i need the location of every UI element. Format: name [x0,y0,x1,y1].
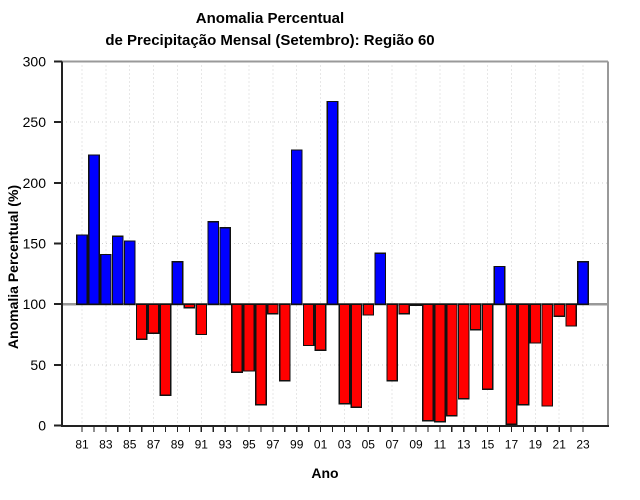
bar-15 [481,303,494,390]
x-tick-label: 07 [386,438,400,452]
bar-20 [541,303,554,407]
x-tick-label: 93 [218,438,232,452]
bar-85 [123,240,136,305]
x-tick-label: 97 [266,438,280,452]
chart-title-line1: Anomalia Percentual [195,10,345,27]
bar-17 [505,303,518,425]
bar-98 [278,303,291,382]
bar-94 [231,303,243,373]
x-axis-title: Ano [311,465,339,481]
x-tick-label: 95 [242,438,256,452]
bar-88 [159,303,172,396]
chart-title-line2: de Precipitação Mensal (Setembro): Regiã… [105,32,435,49]
x-tick-label: 05 [362,438,376,452]
bar-08 [398,303,410,315]
x-tick-label: 13 [457,438,471,452]
y-tick-label: 100 [23,296,47,312]
bar-99 [290,149,303,305]
bar-97 [267,303,279,315]
y-tick-label: 150 [23,236,47,252]
x-tick-label: 87 [147,438,161,452]
bar-87 [147,303,160,334]
bar-07 [386,303,399,382]
x-tick-label: 23 [576,438,590,452]
x-tick-label: 17 [505,438,519,452]
bar-19 [529,303,542,344]
bar-23 [577,261,589,305]
x-tick-label: 19 [529,438,543,452]
bar-06 [374,252,387,305]
bar-81 [76,234,88,305]
bar-21 [553,303,566,317]
y-tick-label: 50 [30,357,46,373]
x-tick-label: 89 [171,438,185,452]
y-tick-label: 0 [38,418,46,434]
chart-title: Anomalia Percentual de Precipitação Mens… [0,8,540,52]
bar-96 [255,303,267,406]
y-tick-label: 250 [23,114,47,130]
bar-92 [207,221,220,305]
bar-86 [135,303,148,341]
x-tick-label: 99 [290,438,304,452]
x-tick-label: 03 [338,438,352,452]
bar-90 [183,303,196,309]
x-tick-label: 81 [75,438,89,452]
x-tick-label: 85 [123,438,137,452]
bar-00 [302,303,315,347]
bar-03 [338,303,351,405]
bar-11 [434,303,446,423]
bar-01 [314,303,327,351]
bar-89 [171,261,184,305]
x-tick-label: 21 [553,438,567,452]
bar-93 [219,227,232,305]
bar-10 [422,303,434,422]
y-tick-label: 300 [23,54,47,70]
bar-83 [100,253,112,305]
bar-16 [493,265,506,305]
bar-12 [445,303,458,417]
x-tick-label: 83 [99,438,113,452]
bar-13 [457,303,470,400]
bar-04 [350,303,363,408]
x-tick-label: 09 [409,438,423,452]
bar-22 [565,303,577,327]
x-tick-label: 91 [195,438,209,452]
bar-91 [195,303,208,336]
bar-02 [326,100,339,305]
bar-82 [88,154,100,305]
bar-09 [410,303,422,307]
x-tick-label: 15 [481,438,495,452]
y-tick-label: 200 [23,175,47,191]
bar-95 [243,303,255,372]
x-tick-label: 01 [314,438,328,452]
bar-05 [362,303,375,316]
bar-14 [469,303,482,331]
bar-84 [111,235,124,305]
x-tick-label: 11 [434,438,447,452]
bar-18 [517,303,530,406]
